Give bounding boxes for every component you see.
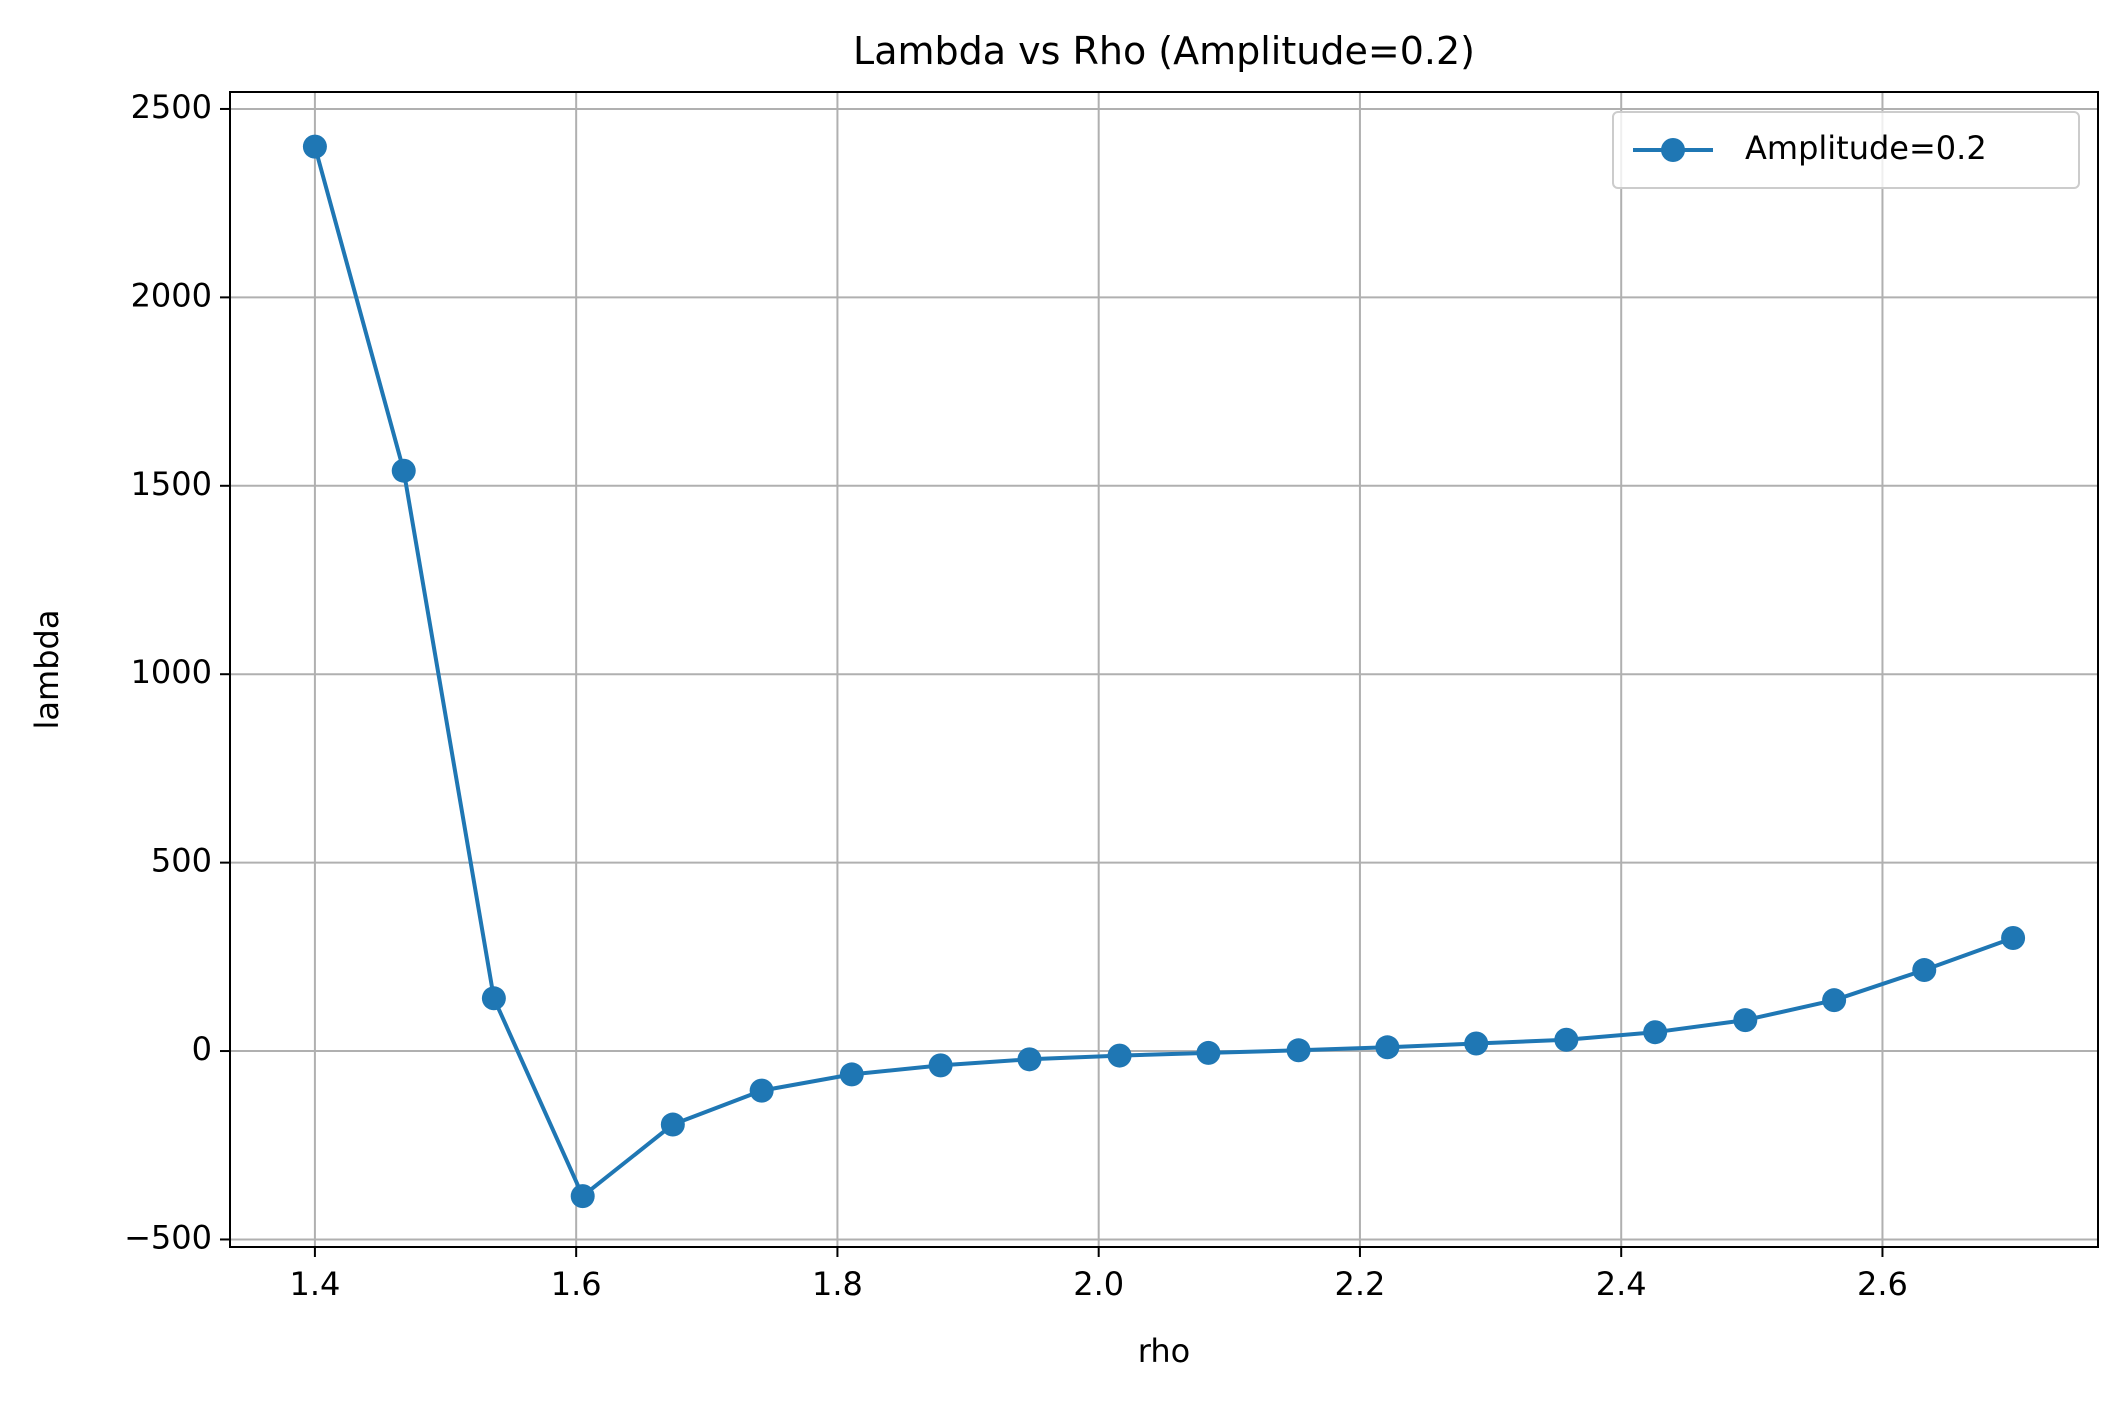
legend-marker-swatch (1661, 138, 1685, 162)
data-point (749, 1078, 774, 1103)
y-axis-label: lambda (28, 610, 66, 730)
series-layer (302, 134, 2026, 1209)
grid (230, 92, 2098, 1247)
x-axis-label: rho (1138, 1332, 1190, 1370)
x-tick-label: 1.6 (551, 1265, 602, 1303)
data-point (1107, 1043, 1132, 1068)
x-tick-label: 1.8 (812, 1265, 863, 1303)
data-point (481, 986, 506, 1011)
y-tick-label: −500 (124, 1218, 212, 1256)
data-point (570, 1184, 595, 1209)
x-tick-label: 2.2 (1334, 1265, 1385, 1303)
data-point (1196, 1040, 1221, 1065)
series-line (312, 146, 2014, 1199)
legend-box (1612, 111, 2080, 189)
data-point (1286, 1038, 1311, 1063)
x-tick-label: 2.6 (1857, 1265, 1908, 1303)
x-tick-label: 1.4 (289, 1265, 340, 1303)
data-point (1017, 1047, 1042, 1072)
data-point (660, 1112, 685, 1137)
x-tick-label: 2.0 (1073, 1265, 1124, 1303)
data-point (1822, 988, 1847, 1013)
data-point (1464, 1031, 1489, 1056)
y-tick-label: 500 (151, 842, 212, 880)
y-tick-label: 2500 (131, 88, 212, 126)
legend-entry-label: Amplitude=0.2 (1745, 129, 1987, 167)
y-tick-label: 0 (192, 1030, 212, 1068)
legend: Amplitude=0.2 (1612, 111, 2080, 189)
y-tick-label: 1000 (131, 653, 212, 691)
plot-frame (229, 91, 2099, 1248)
data-point (302, 134, 327, 159)
data-point (2001, 925, 2026, 950)
data-point (1554, 1027, 1579, 1052)
y-tick-label: 1500 (131, 465, 212, 503)
chart-title: Lambda vs Rho (Amplitude=0.2) (853, 29, 1475, 73)
data-point (839, 1062, 864, 1087)
data-point (1643, 1020, 1668, 1045)
data-point (1375, 1035, 1400, 1060)
x-tick-label: 2.4 (1596, 1265, 1647, 1303)
data-point (1733, 1008, 1758, 1033)
data-point (1912, 958, 1937, 983)
data-point (928, 1053, 953, 1078)
ticks: 1.4 1.6 1.8 2.0 2.2 2.4 2.6 −500 0 500 1000 1500 200… (124, 88, 1908, 1303)
y-tick-label: 2000 (131, 276, 212, 314)
data-point (391, 458, 416, 483)
